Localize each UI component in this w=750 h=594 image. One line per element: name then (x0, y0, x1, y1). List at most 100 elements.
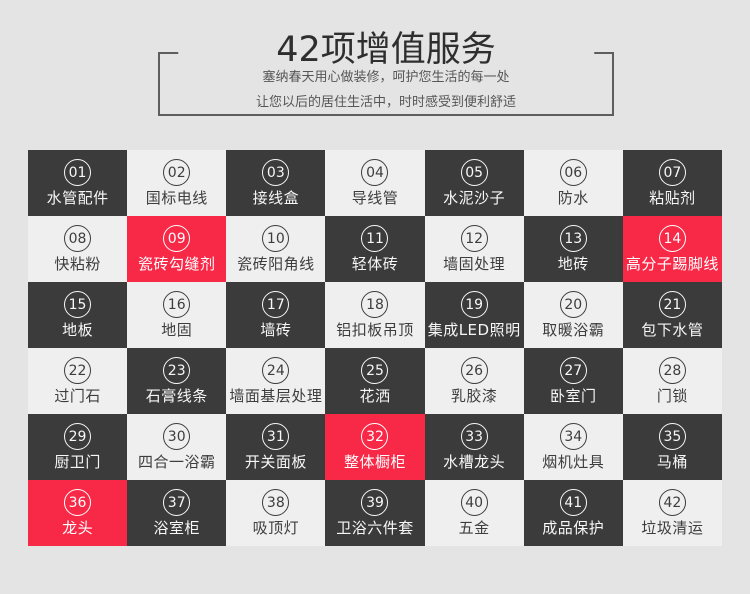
service-number-badge: 27 (559, 357, 587, 384)
service-label: 卫浴六件套 (336, 519, 414, 537)
service-cell-21: 21 包下水管 (622, 282, 722, 348)
service-label: 防水 (557, 189, 589, 207)
service-label: 粘贴剂 (649, 189, 696, 207)
service-cell-37: 37 浴室柜 (127, 480, 227, 546)
service-cell-38: 38 吸顶灯 (226, 480, 326, 546)
service-cell-40: 40 五金 (424, 480, 524, 546)
service-number-badge: 19 (460, 291, 488, 318)
service-label: 墙固处理 (443, 255, 506, 273)
subtitle: 塞纳春天用心做装修，呵护您生活的每一处 让您以后的居住生活中，时时感受到便利舒适 (160, 65, 612, 115)
service-number-badge: 09 (163, 225, 191, 252)
service-label: 卧室门 (550, 387, 597, 405)
service-cell-20: 20 取暖浴霸 (523, 282, 623, 348)
service-cell-22: 22 过门石 (28, 348, 128, 414)
service-cell-25: 25 花洒 (325, 348, 425, 414)
service-number-badge: 37 (163, 489, 191, 516)
service-cell-06: 06 防水 (523, 150, 623, 216)
service-cell-13: 13 地砖 (523, 216, 623, 282)
service-label: 马桶 (656, 453, 688, 471)
service-number-badge: 16 (163, 291, 191, 318)
service-label: 墙砖 (260, 321, 292, 339)
service-label: 地砖 (557, 255, 589, 273)
service-label: 取暖浴霸 (542, 321, 605, 339)
service-number-badge: 11 (361, 225, 389, 252)
header-box: 42项增值服务 塞纳春天用心做装修，呵护您生活的每一处 让您以后的居住生活中，时… (158, 28, 614, 116)
service-number-badge: 13 (559, 225, 587, 252)
service-label: 集成LED照明 (427, 321, 521, 339)
service-label: 瓷砖阳角线 (237, 255, 315, 273)
service-label: 地固 (161, 321, 193, 339)
service-cell-17: 17 墙砖 (226, 282, 326, 348)
service-cell-14: 14 高分子踢脚线 (622, 216, 722, 282)
service-cell-12: 12 墙固处理 (424, 216, 524, 282)
service-cell-36: 36 龙头 (28, 480, 128, 546)
service-label: 墙面基层处理 (229, 387, 323, 405)
service-number-badge: 23 (163, 357, 191, 384)
service-cell-32: 32 整体橱柜 (325, 414, 425, 480)
service-number-badge: 29 (64, 423, 92, 450)
service-number-badge: 02 (163, 159, 191, 186)
service-cell-15: 15 地板 (28, 282, 128, 348)
service-number-badge: 05 (460, 159, 488, 186)
service-cell-05: 05 水泥沙子 (424, 150, 524, 216)
service-label: 开关面板 (244, 453, 307, 471)
service-cell-29: 29 厨卫门 (28, 414, 128, 480)
service-cell-24: 24 墙面基层处理 (226, 348, 326, 414)
service-number-badge: 34 (559, 423, 587, 450)
service-cell-39: 39 卫浴六件套 (325, 480, 425, 546)
service-cell-11: 11 轻体砖 (325, 216, 425, 282)
service-number-badge: 35 (658, 423, 686, 450)
service-label: 快粘粉 (54, 255, 101, 273)
service-number-badge: 24 (262, 357, 290, 384)
service-number-badge: 30 (163, 423, 191, 450)
service-cell-35: 35 马桶 (622, 414, 722, 480)
service-number-badge: 04 (361, 159, 389, 186)
service-number-badge: 31 (262, 423, 290, 450)
service-cell-18: 18 铝扣板吊顶 (325, 282, 425, 348)
service-number-badge: 28 (658, 357, 686, 384)
service-cell-04: 04 导线管 (325, 150, 425, 216)
service-label: 垃圾清运 (641, 519, 704, 537)
service-cell-16: 16 地固 (127, 282, 227, 348)
service-cell-30: 30 四合一浴霸 (127, 414, 227, 480)
service-cell-23: 23 石膏线条 (127, 348, 227, 414)
subtitle-line-2: 让您以后的居住生活中，时时感受到便利舒适 (255, 95, 516, 110)
service-number-badge: 12 (460, 225, 488, 252)
service-number-badge: 41 (559, 489, 587, 516)
service-number-badge: 32 (361, 423, 389, 450)
service-number-badge: 36 (64, 489, 92, 516)
service-label: 包下水管 (641, 321, 704, 339)
services-grid: 01 水管配件 02 国标电线 03 接线盒 04 导线管 05 水泥沙子 06 防水 07 粘贴剂 08 快… (28, 150, 722, 546)
service-number-badge: 15 (64, 291, 92, 318)
service-cell-31: 31 开关面板 (226, 414, 326, 480)
service-cell-26: 26 乳胶漆 (424, 348, 524, 414)
service-cell-41: 41 成品保护 (523, 480, 623, 546)
service-label: 乳胶漆 (450, 387, 498, 405)
service-label: 导线管 (351, 189, 399, 207)
service-number-badge: 03 (262, 159, 290, 186)
service-number-badge: 21 (658, 291, 686, 318)
service-label: 厨卫门 (54, 453, 101, 471)
service-label: 瓷砖勾缝剂 (137, 255, 216, 273)
service-cell-08: 08 快粘粉 (28, 216, 128, 282)
service-label: 铝扣板吊顶 (336, 321, 414, 339)
service-number-badge: 17 (262, 291, 290, 318)
service-label: 石膏线条 (145, 387, 208, 405)
service-label: 轻体砖 (351, 255, 399, 273)
service-number-badge: 39 (361, 489, 389, 516)
service-cell-07: 07 粘贴剂 (622, 150, 722, 216)
page-title: 42项增值服务 (178, 28, 594, 72)
service-label: 水管配件 (46, 189, 109, 207)
service-label: 浴室柜 (153, 519, 200, 537)
service-cell-28: 28 门锁 (622, 348, 722, 414)
service-number-badge: 26 (460, 357, 488, 384)
service-number-badge: 42 (658, 489, 686, 516)
service-label: 水泥沙子 (443, 189, 506, 207)
service-number-badge: 38 (262, 489, 290, 516)
service-label: 吸顶灯 (252, 519, 300, 537)
service-number-badge: 08 (64, 225, 92, 252)
service-label: 水槽龙头 (443, 453, 506, 471)
service-cell-27: 27 卧室门 (523, 348, 623, 414)
service-label: 成品保护 (542, 519, 605, 537)
